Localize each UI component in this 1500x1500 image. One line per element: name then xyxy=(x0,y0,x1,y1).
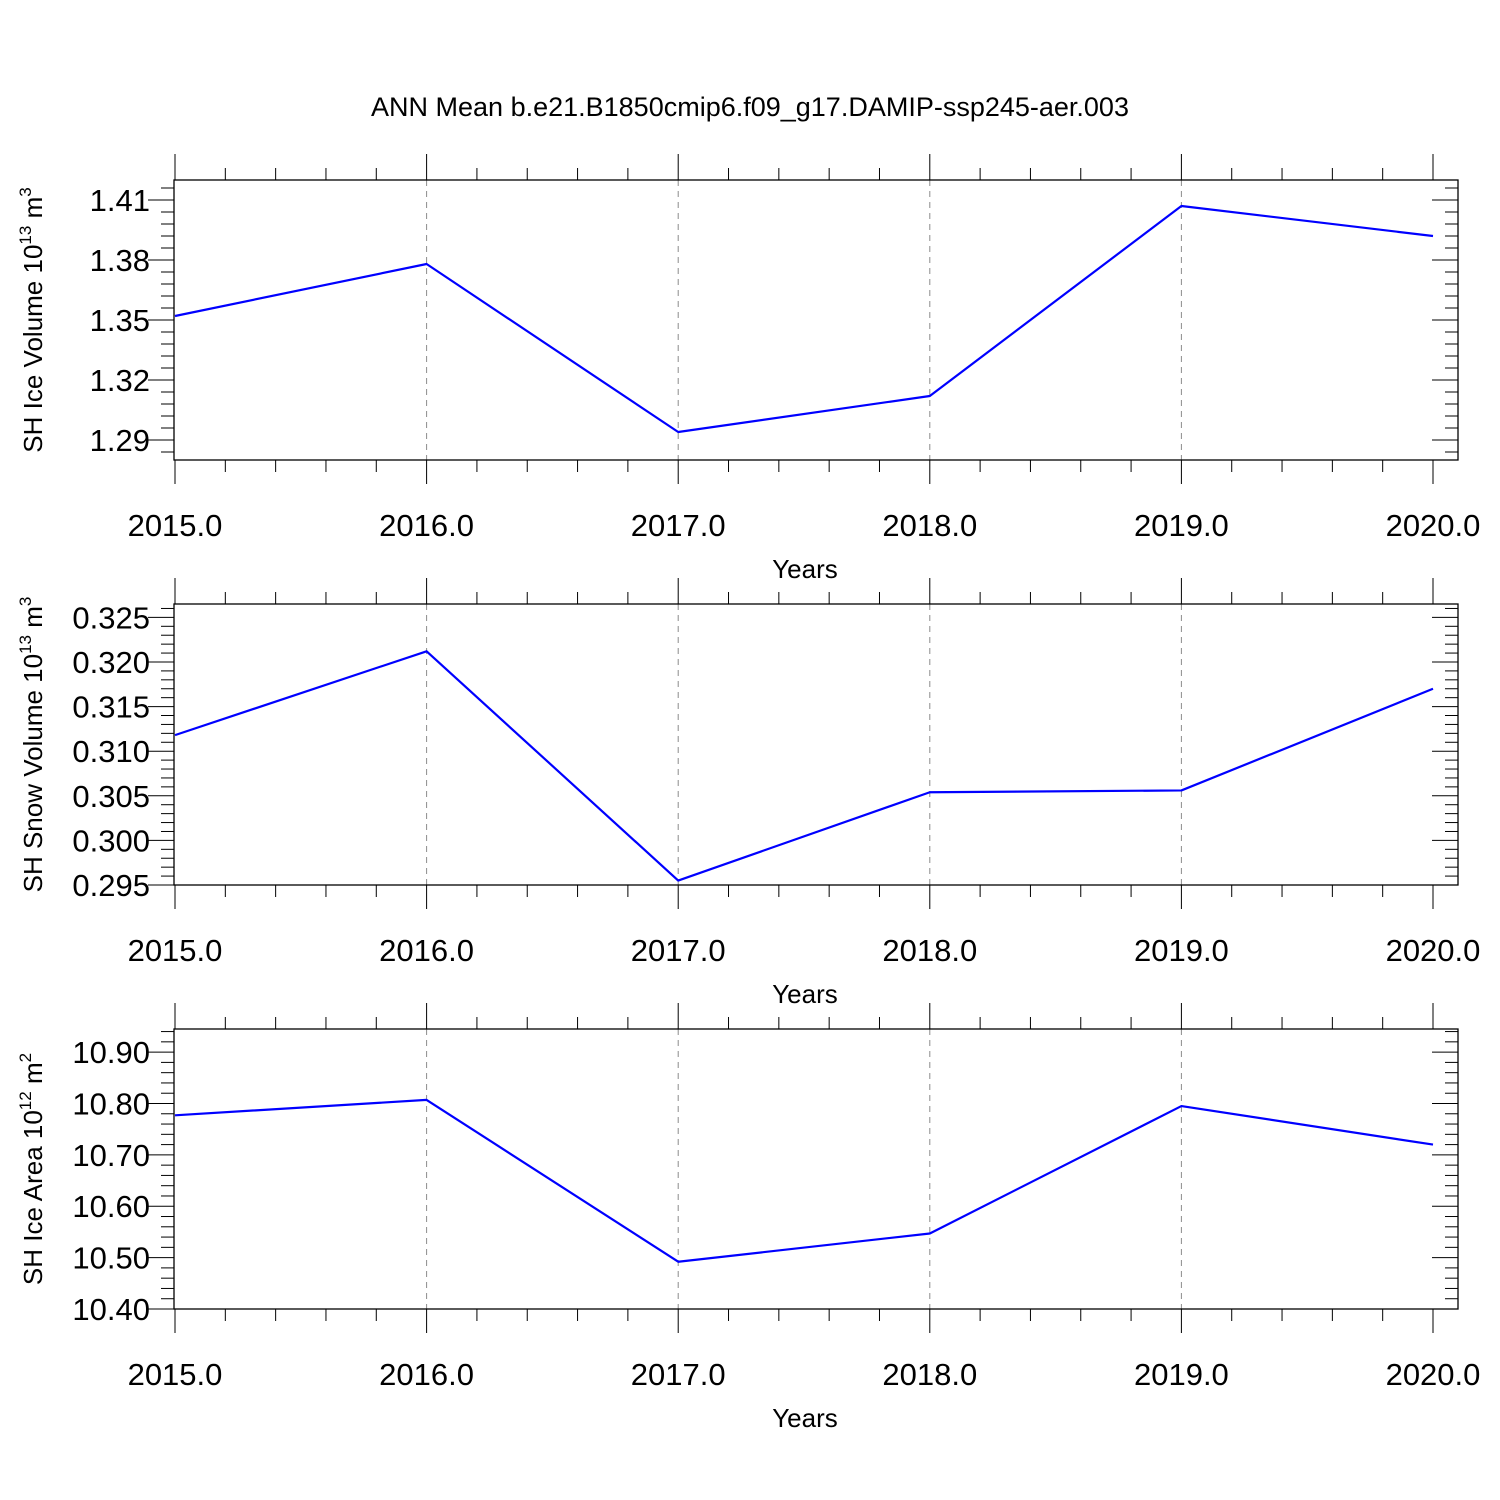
ice-area-x-tick-label: 2016.0 xyxy=(379,1357,474,1392)
ice-area-y-tick-label: 10.80 xyxy=(72,1086,150,1121)
snow-volume-x-tick-label: 2018.0 xyxy=(882,933,977,968)
snow-volume-y-tick-label: 0.300 xyxy=(72,823,150,858)
chart-title: ANN Mean b.e21.B1850cmip6.f09_g17.DAMIP-… xyxy=(371,92,1129,122)
ice-area-y-tick-label: 10.70 xyxy=(72,1138,150,1173)
snow-volume-x-tick-label: 2016.0 xyxy=(379,933,474,968)
ice-volume-x-tick-label: 2016.0 xyxy=(379,508,474,543)
ice-area-panel: 10.40 10.50 10.60 10.70 10.80 10.90 2015.0 2016… xyxy=(16,1003,1480,1433)
snow-volume-plot-frame xyxy=(173,603,1459,886)
ice-area-x-tick-label: 2018.0 xyxy=(882,1357,977,1392)
snow-volume-panel: 0.295 0.300 0.305 0.310 0.315 0.320 0.325 2015.… xyxy=(16,578,1480,1009)
ice-area-series-line xyxy=(174,1098,1434,1263)
ice-volume-x-tick-label: 2018.0 xyxy=(882,508,977,543)
ice-volume-y-tick-label: 1.35 xyxy=(90,303,150,338)
snow-volume-series-line xyxy=(174,650,1434,882)
ice-area-x-tick-label: 2020.0 xyxy=(1386,1357,1481,1392)
ice-area-y-tick-label: 10.90 xyxy=(72,1035,150,1070)
ice-volume-x-tick-label: 2017.0 xyxy=(631,508,726,543)
ice-area-x-tick-label: 2019.0 xyxy=(1134,1357,1229,1392)
ice-area-plot-frame xyxy=(173,1028,1459,1310)
snow-volume-y-tick-label: 0.325 xyxy=(72,600,150,635)
snow-volume-x-axis-title: Years xyxy=(772,979,838,1009)
ice-volume-plot-frame xyxy=(173,179,1459,461)
ice-area-y-axis-title: SH Ice Area 1012 m2 xyxy=(16,1053,48,1285)
snow-volume-x-tick-label: 2020.0 xyxy=(1386,933,1481,968)
ice-volume-x-tick-label: 2020.0 xyxy=(1386,508,1481,543)
snow-volume-x-tick-label: 2017.0 xyxy=(631,933,726,968)
snow-volume-y-tick-label: 0.305 xyxy=(72,779,150,814)
ice-area-y-tick-label: 10.60 xyxy=(72,1189,150,1224)
ice-area-y-tick-label: 10.50 xyxy=(72,1241,150,1276)
snow-volume-y-axis-title: SH Snow Volume 1013 m3 xyxy=(16,597,48,893)
ice-volume-y-tick-label: 1.29 xyxy=(90,423,150,458)
ice-volume-panel: 1.29 1.32 1.35 1.38 1.41 2015.0 2016.0 2017.0 20… xyxy=(16,154,1480,584)
ice-area-x-tick-label: 2015.0 xyxy=(128,1357,223,1392)
snow-volume-y-tick-label: 0.320 xyxy=(72,645,150,680)
ice-volume-y-tick-label: 1.41 xyxy=(90,183,150,218)
snow-volume-y-tick-label: 0.315 xyxy=(72,690,150,725)
snow-volume-y-tick-label: 0.295 xyxy=(72,868,150,903)
ice-area-x-tick-label: 2017.0 xyxy=(631,1357,726,1392)
snow-volume-y-tick-label: 0.310 xyxy=(72,734,150,769)
ice-area-y-tick-label: 10.40 xyxy=(72,1292,150,1327)
snow-volume-x-tick-label: 2019.0 xyxy=(1134,933,1229,968)
ice-volume-x-tick-label: 2015.0 xyxy=(128,508,223,543)
snow-volume-x-tick-label: 2015.0 xyxy=(128,933,223,968)
ice-volume-y-axis-title: SH Ice Volume 1013 m3 xyxy=(16,187,48,452)
ice-volume-series-line xyxy=(174,204,1434,434)
ice-volume-x-tick-label: 2019.0 xyxy=(1134,508,1229,543)
ice-volume-x-axis-title: Years xyxy=(772,554,838,584)
ice-volume-y-tick-label: 1.38 xyxy=(90,243,150,278)
ice-area-x-axis-title: Years xyxy=(772,1403,838,1433)
ice-volume-y-tick-label: 1.32 xyxy=(90,363,150,398)
